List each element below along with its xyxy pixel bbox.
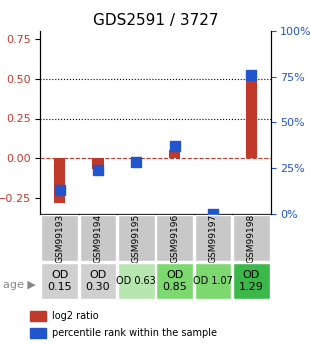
Bar	[92, 158, 104, 169]
Text: OD 0.63: OD 0.63	[116, 276, 156, 286]
Text: GSM99197: GSM99197	[209, 214, 217, 263]
Text: percentile rank within the sample: percentile rank within the sample	[52, 328, 217, 338]
Text: GSM99194: GSM99194	[94, 214, 102, 263]
Bar	[131, 158, 142, 163]
FancyBboxPatch shape	[233, 215, 270, 261]
Text: OD
0.30: OD 0.30	[86, 270, 110, 292]
Text: GSM99198: GSM99198	[247, 214, 256, 263]
Bar	[169, 149, 180, 158]
Text: OD
1.29: OD 1.29	[239, 270, 264, 292]
FancyBboxPatch shape	[80, 215, 116, 261]
FancyBboxPatch shape	[41, 215, 78, 261]
FancyBboxPatch shape	[118, 263, 155, 299]
Text: log2 ratio: log2 ratio	[52, 311, 99, 321]
FancyBboxPatch shape	[195, 215, 231, 261]
Bar	[246, 72, 257, 158]
FancyBboxPatch shape	[80, 263, 116, 299]
FancyBboxPatch shape	[118, 215, 155, 261]
FancyBboxPatch shape	[233, 263, 270, 299]
FancyBboxPatch shape	[156, 215, 193, 261]
Bar	[30, 328, 46, 338]
FancyBboxPatch shape	[195, 263, 231, 299]
Text: GSM99196: GSM99196	[170, 214, 179, 263]
Text: OD
0.85: OD 0.85	[162, 270, 187, 292]
Text: age ▶: age ▶	[3, 280, 36, 289]
Text: GSM99195: GSM99195	[132, 214, 141, 263]
Text: GSM99193: GSM99193	[55, 214, 64, 263]
FancyBboxPatch shape	[41, 263, 78, 299]
Title: GDS2591 / 3727: GDS2591 / 3727	[93, 13, 218, 29]
Bar	[54, 158, 65, 203]
Bar	[30, 310, 46, 321]
Text: OD 1.07: OD 1.07	[193, 276, 233, 286]
Text: OD
0.15: OD 0.15	[47, 270, 72, 292]
FancyBboxPatch shape	[156, 263, 193, 299]
